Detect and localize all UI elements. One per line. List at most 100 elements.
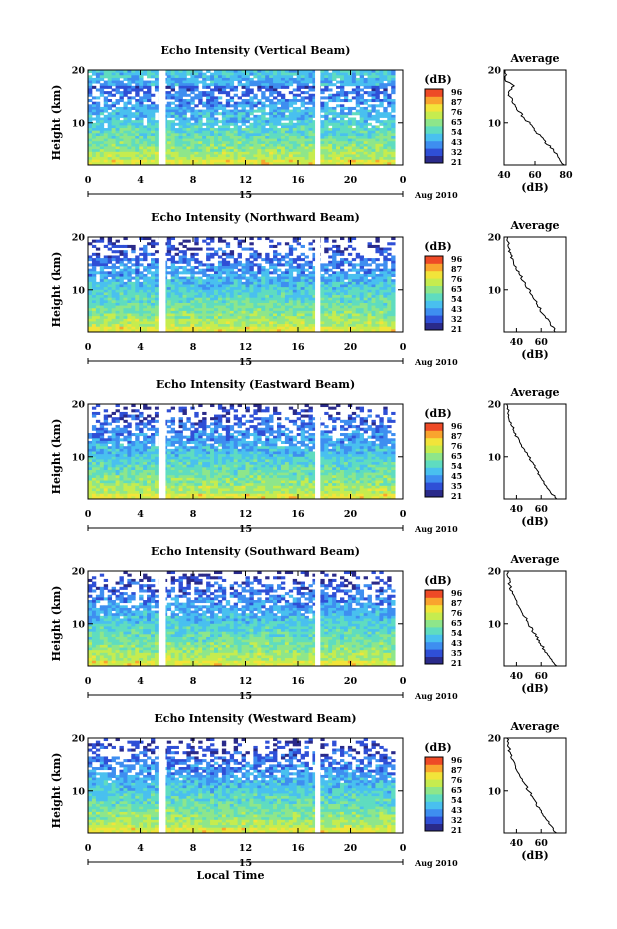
heatmap-cell bbox=[269, 122, 274, 126]
heatmap-cell bbox=[95, 263, 101, 267]
heatmap-cell bbox=[379, 99, 384, 103]
heatmap-cell bbox=[131, 268, 136, 272]
heatmap-cell bbox=[371, 96, 376, 100]
heatmap-cell bbox=[253, 281, 258, 285]
heatmap-cell bbox=[214, 154, 219, 158]
heatmap-cell bbox=[178, 260, 183, 264]
heatmap-cell bbox=[233, 297, 239, 301]
heatmap-cell bbox=[245, 151, 250, 155]
heatmap-cell bbox=[107, 287, 113, 291]
heatmap-cell bbox=[217, 143, 223, 147]
heatmap-cell bbox=[88, 157, 93, 161]
heatmap-cell bbox=[95, 114, 101, 118]
heatmap-cell bbox=[99, 308, 105, 312]
heatmap-cell bbox=[190, 318, 195, 322]
heatmap-cell bbox=[135, 80, 140, 84]
heatmap-cell bbox=[379, 138, 384, 142]
heatmap-cell bbox=[194, 316, 199, 320]
heatmap-cell bbox=[355, 326, 361, 330]
heatmap-cell bbox=[292, 114, 298, 118]
heatmap-cell bbox=[99, 91, 105, 95]
heatmap-cell bbox=[245, 258, 250, 262]
heatmap-cell bbox=[273, 313, 278, 317]
heatmap-cell bbox=[143, 149, 148, 153]
heatmap-cell bbox=[217, 316, 223, 320]
heatmap-cell bbox=[95, 133, 101, 137]
heatmap-cell bbox=[202, 310, 207, 314]
heatmap-cell bbox=[347, 117, 353, 121]
heatmap-cell bbox=[257, 128, 262, 132]
heatmap-cell bbox=[273, 284, 278, 288]
heatmap-cell bbox=[139, 128, 144, 132]
heatmap-cell bbox=[308, 101, 313, 105]
colorbar-unit-label: (dB) bbox=[424, 73, 451, 86]
heatmap-cell bbox=[241, 295, 246, 299]
heatmap-cell bbox=[371, 88, 376, 92]
heatmap-cell bbox=[210, 157, 215, 161]
heatmap-cell bbox=[194, 114, 199, 118]
heatmap-cell bbox=[284, 252, 290, 256]
heatmap-cell bbox=[174, 162, 179, 166]
heatmap-cell bbox=[225, 316, 231, 320]
heatmap-cell bbox=[257, 279, 262, 283]
heatmap-cell bbox=[343, 114, 349, 118]
heatmap-cell bbox=[292, 117, 298, 121]
heatmap-cell bbox=[107, 239, 113, 243]
heatmap-cell bbox=[225, 117, 231, 121]
heatmap-cell bbox=[178, 120, 183, 124]
heatmap-cell bbox=[332, 106, 337, 110]
heatmap-cell bbox=[166, 154, 172, 158]
heatmap-cell bbox=[88, 117, 93, 121]
heatmap-cell bbox=[190, 83, 195, 87]
heatmap-cell bbox=[202, 151, 207, 155]
heatmap-cell bbox=[147, 289, 152, 293]
heatmap-cell bbox=[91, 70, 97, 74]
heatmap-cell bbox=[233, 308, 239, 312]
heatmap-cell bbox=[245, 316, 250, 320]
heatmap-cell bbox=[253, 146, 258, 150]
heatmap-cell bbox=[139, 308, 144, 312]
heatmap-cell bbox=[202, 292, 207, 296]
heatmap-cell bbox=[391, 326, 396, 330]
heatmap-cell bbox=[367, 316, 372, 320]
heatmap-cell bbox=[99, 146, 105, 150]
heatmap-cell bbox=[210, 154, 215, 158]
heatmap-cell bbox=[332, 143, 337, 147]
heatmap-cell bbox=[182, 406, 187, 410]
heatmap-cell bbox=[379, 143, 384, 147]
heatmap-cell bbox=[221, 252, 227, 256]
heatmap-cell bbox=[241, 318, 246, 322]
heatmap-cell bbox=[214, 88, 219, 92]
heatmap-cell bbox=[300, 300, 305, 304]
heatmap-cell bbox=[367, 281, 372, 285]
heatmap-cell bbox=[308, 324, 313, 328]
heatmap-cell bbox=[210, 128, 215, 132]
heatmap-cell bbox=[332, 287, 337, 291]
heatmap-cell bbox=[371, 289, 376, 293]
heatmap-cell bbox=[115, 157, 120, 161]
heatmap-cell bbox=[206, 106, 211, 110]
colorbar-swatch bbox=[425, 126, 443, 134]
heatmap-cell bbox=[379, 300, 384, 304]
heatmap-cell bbox=[391, 149, 396, 153]
heatmap-cell bbox=[194, 146, 199, 150]
heatmap-cell bbox=[135, 260, 140, 264]
heatmap-cell bbox=[245, 318, 250, 322]
heatmap-cell bbox=[151, 130, 156, 134]
heatmap-cell bbox=[202, 75, 207, 79]
average-x-label: (dB) bbox=[521, 348, 548, 361]
heatmap-cell bbox=[206, 85, 211, 89]
heatmap-cell bbox=[371, 326, 376, 330]
heatmap-cell bbox=[304, 260, 309, 264]
heatmap-cell bbox=[151, 159, 156, 163]
heatmap-cell bbox=[363, 112, 368, 116]
heatmap-cell bbox=[328, 141, 333, 145]
heatmap-cell bbox=[194, 324, 199, 328]
heatmap-cell bbox=[170, 321, 176, 325]
x-tick-label: 0 bbox=[85, 175, 92, 186]
heatmap-cell bbox=[328, 120, 333, 124]
heatmap-cell bbox=[371, 117, 376, 121]
heatmap-cell bbox=[111, 271, 116, 275]
heatmap-cell bbox=[99, 237, 105, 241]
heatmap-cell bbox=[229, 143, 235, 147]
